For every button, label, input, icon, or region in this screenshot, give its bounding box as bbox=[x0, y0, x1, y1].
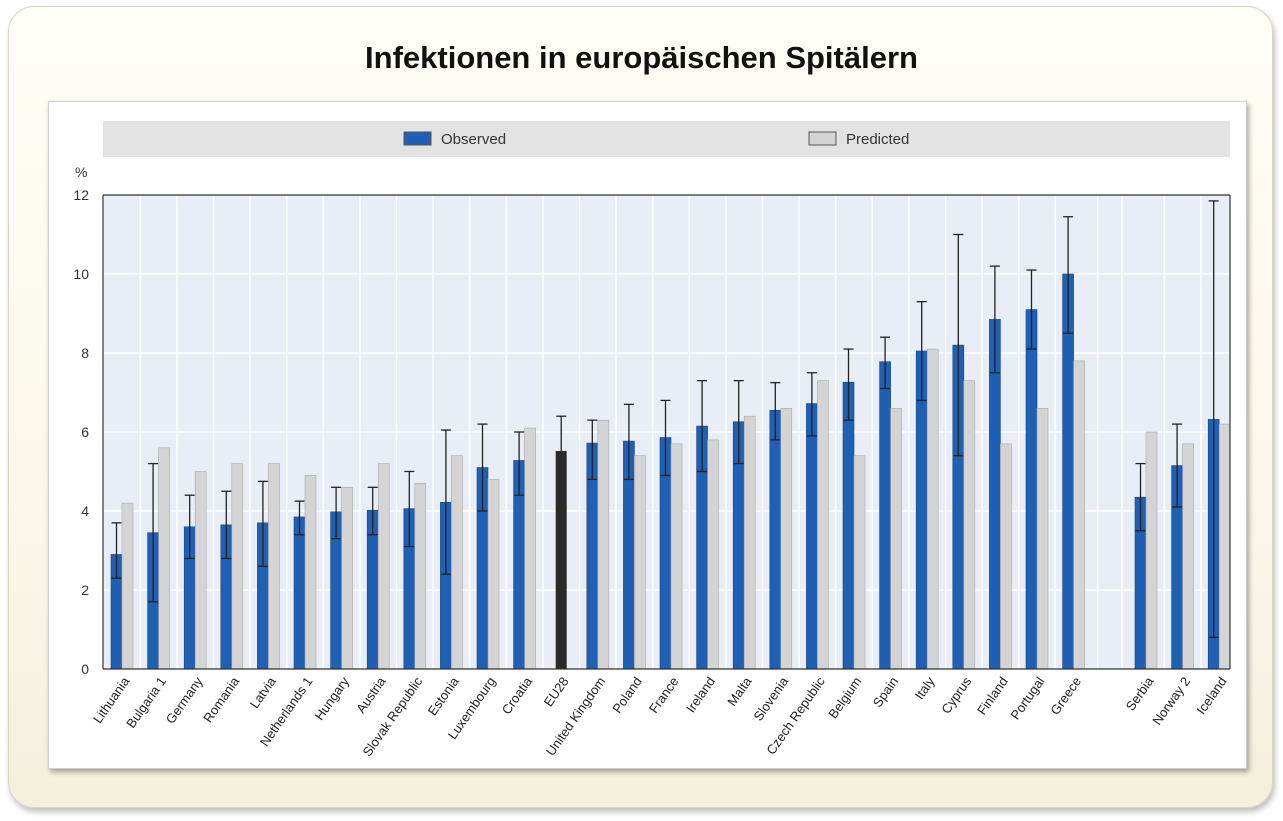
x-tick-label: France bbox=[646, 674, 681, 716]
bar-observed bbox=[806, 403, 818, 670]
bar-predicted bbox=[1145, 431, 1158, 670]
bar-predicted bbox=[524, 427, 536, 670]
bar-predicted bbox=[926, 348, 939, 670]
bar-predicted bbox=[743, 415, 756, 670]
bar-predicted bbox=[414, 483, 427, 670]
bar-predicted bbox=[707, 439, 719, 670]
bar-predicted bbox=[194, 471, 207, 670]
bar-predicted bbox=[121, 502, 134, 670]
x-tick-label: Malta bbox=[724, 673, 755, 708]
x-tick-label: Iceland bbox=[1193, 674, 1229, 717]
bar-eu bbox=[555, 450, 567, 669]
y-tick-label: 8 bbox=[81, 345, 89, 361]
bar-predicted bbox=[268, 463, 280, 670]
bar-predicted bbox=[817, 380, 829, 670]
page-title: Infektionen in europäischen Spitälern bbox=[365, 40, 918, 75]
bar-predicted bbox=[1036, 407, 1049, 670]
x-tick-label: Belgium bbox=[825, 674, 864, 721]
bar-predicted bbox=[670, 443, 683, 670]
y-tick-label: 12 bbox=[73, 187, 89, 203]
bar-predicted bbox=[487, 479, 500, 670]
legend-swatch-1 bbox=[808, 131, 837, 146]
chart-panel: Observed Predicted 0 2 4 6 8 10 12% Lithuania Bulg… bbox=[48, 101, 1247, 769]
legend-label-1: Predicted bbox=[846, 131, 909, 148]
bar-predicted bbox=[377, 463, 390, 670]
y-tick-label: 10 bbox=[73, 266, 89, 282]
bar-observed bbox=[879, 361, 891, 670]
legend-label-0: Observed bbox=[441, 131, 506, 148]
x-tick-label: Portugal bbox=[1007, 674, 1047, 722]
x-tick-label: Finland bbox=[974, 674, 1011, 718]
y-tick-label: 4 bbox=[81, 503, 89, 519]
bar-predicted bbox=[597, 419, 610, 670]
bar-observed bbox=[1025, 309, 1038, 670]
bar-predicted bbox=[963, 380, 976, 670]
bar-predicted bbox=[1073, 360, 1085, 670]
x-tick-label: Norway 2 bbox=[1149, 674, 1193, 728]
bar-predicted bbox=[1182, 443, 1194, 670]
bar-observed bbox=[769, 409, 782, 670]
bar-predicted bbox=[304, 475, 317, 670]
bar-predicted bbox=[231, 463, 244, 670]
y-tick-label: 0 bbox=[81, 661, 89, 677]
x-tick-label: Romania bbox=[200, 673, 243, 725]
y-tick-label: 6 bbox=[81, 424, 89, 440]
x-tick-label: Cyprus bbox=[938, 674, 974, 717]
x-tick-label: Spain bbox=[870, 674, 901, 710]
x-tick-label: Poland bbox=[609, 674, 645, 716]
bar-predicted bbox=[634, 455, 646, 670]
x-tick-label: Greece bbox=[1047, 674, 1084, 718]
bar-predicted bbox=[780, 407, 793, 670]
x-tick-label: Latvia bbox=[247, 673, 280, 711]
legend-swatch-0 bbox=[403, 131, 432, 146]
bar-predicted bbox=[158, 447, 170, 670]
bar-predicted bbox=[341, 486, 353, 670]
y-tick-label: 2 bbox=[81, 582, 89, 598]
x-tick-label: EU28 bbox=[541, 674, 572, 709]
bar-predicted bbox=[451, 455, 463, 670]
bar-predicted bbox=[1000, 443, 1012, 670]
y-axis-unit: % bbox=[75, 164, 87, 180]
x-tick-label: Italy bbox=[912, 674, 938, 703]
x-tick-label: Germany bbox=[163, 674, 206, 727]
bar-chart: Observed Predicted024681012%LithuaniaBulg… bbox=[73, 121, 1231, 759]
legend-band bbox=[103, 121, 1230, 157]
bar-predicted bbox=[1218, 423, 1231, 670]
x-tick-label: Estonia bbox=[425, 673, 463, 718]
x-tick-label: Ireland bbox=[683, 674, 718, 715]
bar-observed bbox=[293, 516, 306, 670]
bar-observed bbox=[842, 381, 855, 670]
x-tick-label: Hungary bbox=[312, 674, 353, 723]
x-tick-label: Austria bbox=[353, 673, 389, 715]
bar-predicted bbox=[890, 407, 902, 670]
bar-predicted bbox=[853, 455, 866, 670]
x-tick-label: Serbia bbox=[1123, 673, 1157, 713]
x-tick-label: Croatia bbox=[499, 673, 536, 717]
